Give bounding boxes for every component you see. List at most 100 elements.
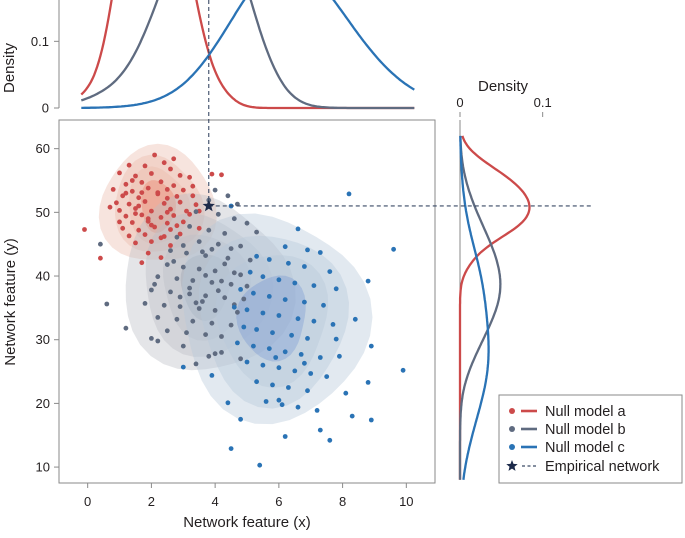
data-point <box>139 180 145 185</box>
data-point <box>251 343 256 349</box>
data-point <box>126 233 132 239</box>
data-point <box>171 259 177 264</box>
data-point <box>282 349 288 355</box>
data-point <box>174 223 180 229</box>
data-point <box>187 211 193 217</box>
data-point <box>311 318 317 324</box>
data-point <box>158 255 164 260</box>
x-tick-label: 4 <box>212 494 219 509</box>
data-point <box>235 201 240 207</box>
data-point <box>337 353 342 359</box>
data-point <box>324 374 330 379</box>
data-point <box>190 183 196 189</box>
density-contour <box>180 254 231 321</box>
data-point <box>133 173 138 179</box>
data-point <box>209 280 215 285</box>
density-contour <box>199 235 349 409</box>
data-point <box>295 316 301 322</box>
data-point <box>177 231 183 237</box>
data-point <box>82 227 87 232</box>
data-point <box>228 322 234 328</box>
data-point <box>129 178 135 183</box>
data-point <box>180 187 186 193</box>
data-point <box>164 209 170 215</box>
data-point <box>174 316 180 322</box>
right-density-curve <box>458 135 502 480</box>
y-tick-label: 30 <box>36 332 50 347</box>
y-axis-ticks: 10 20 30 40 50 60 <box>36 141 59 475</box>
data-point <box>190 193 196 199</box>
data-point <box>129 220 135 225</box>
legend-label-b: Null model b <box>545 422 626 438</box>
data-point <box>225 400 231 406</box>
data-point <box>98 241 103 247</box>
data-point <box>244 220 250 226</box>
data-point <box>180 219 186 225</box>
legend-label-empirical: Empirical network <box>545 459 660 475</box>
data-point <box>314 408 320 413</box>
data-point <box>346 191 352 197</box>
data-point <box>187 174 193 180</box>
data-point <box>368 417 374 423</box>
data-point <box>174 194 180 199</box>
data-point <box>238 356 244 362</box>
data-point <box>155 274 161 280</box>
data-point <box>295 404 301 410</box>
data-point <box>317 250 323 255</box>
data-point <box>352 316 358 322</box>
data-point <box>209 171 215 177</box>
data-point <box>190 318 196 324</box>
data-point <box>200 299 205 304</box>
data-point <box>98 255 103 261</box>
data-point <box>203 273 209 278</box>
data-point <box>164 328 170 334</box>
empirical-star-icon <box>202 199 215 212</box>
data-point <box>260 310 266 316</box>
data-point <box>266 294 272 299</box>
data-point <box>266 346 272 351</box>
data-point <box>161 160 167 166</box>
data-point <box>231 304 237 310</box>
data-point <box>235 309 240 315</box>
data-point <box>126 201 132 207</box>
data-point <box>282 434 288 439</box>
top-density-ticks: 00.1 <box>31 34 59 116</box>
data-point <box>171 183 177 189</box>
data-point <box>308 371 314 376</box>
data-point <box>168 243 173 248</box>
data-point <box>212 268 218 274</box>
legend-item-null-model-b: Null model b <box>509 422 626 438</box>
data-point <box>231 216 237 222</box>
legend-box <box>498 394 683 484</box>
data-point <box>196 225 202 231</box>
data-point <box>196 266 202 272</box>
data-point <box>168 248 173 254</box>
data-point <box>139 212 145 218</box>
density-contours <box>98 143 373 425</box>
density-contour <box>236 275 306 362</box>
data-point <box>155 190 161 196</box>
data-point <box>133 211 138 217</box>
data-point <box>286 385 291 390</box>
data-point <box>254 379 259 385</box>
data-point <box>247 269 253 275</box>
data-point <box>145 216 151 222</box>
data-point <box>238 243 244 249</box>
data-point <box>343 390 349 396</box>
y-tick-label: 40 <box>36 269 50 284</box>
data-point <box>260 362 266 368</box>
data-point <box>168 227 173 232</box>
data-point <box>200 249 205 255</box>
data-point <box>222 295 228 301</box>
right-density-tick-label: 0.1 <box>534 95 552 110</box>
data-point <box>193 300 199 306</box>
data-point <box>305 336 310 341</box>
data-point <box>254 253 259 259</box>
data-point <box>149 239 154 245</box>
data-point <box>219 350 224 355</box>
data-point <box>142 301 148 306</box>
data-point <box>302 299 307 305</box>
data-point <box>177 304 183 309</box>
data-point <box>133 240 138 246</box>
data-point <box>209 246 215 252</box>
